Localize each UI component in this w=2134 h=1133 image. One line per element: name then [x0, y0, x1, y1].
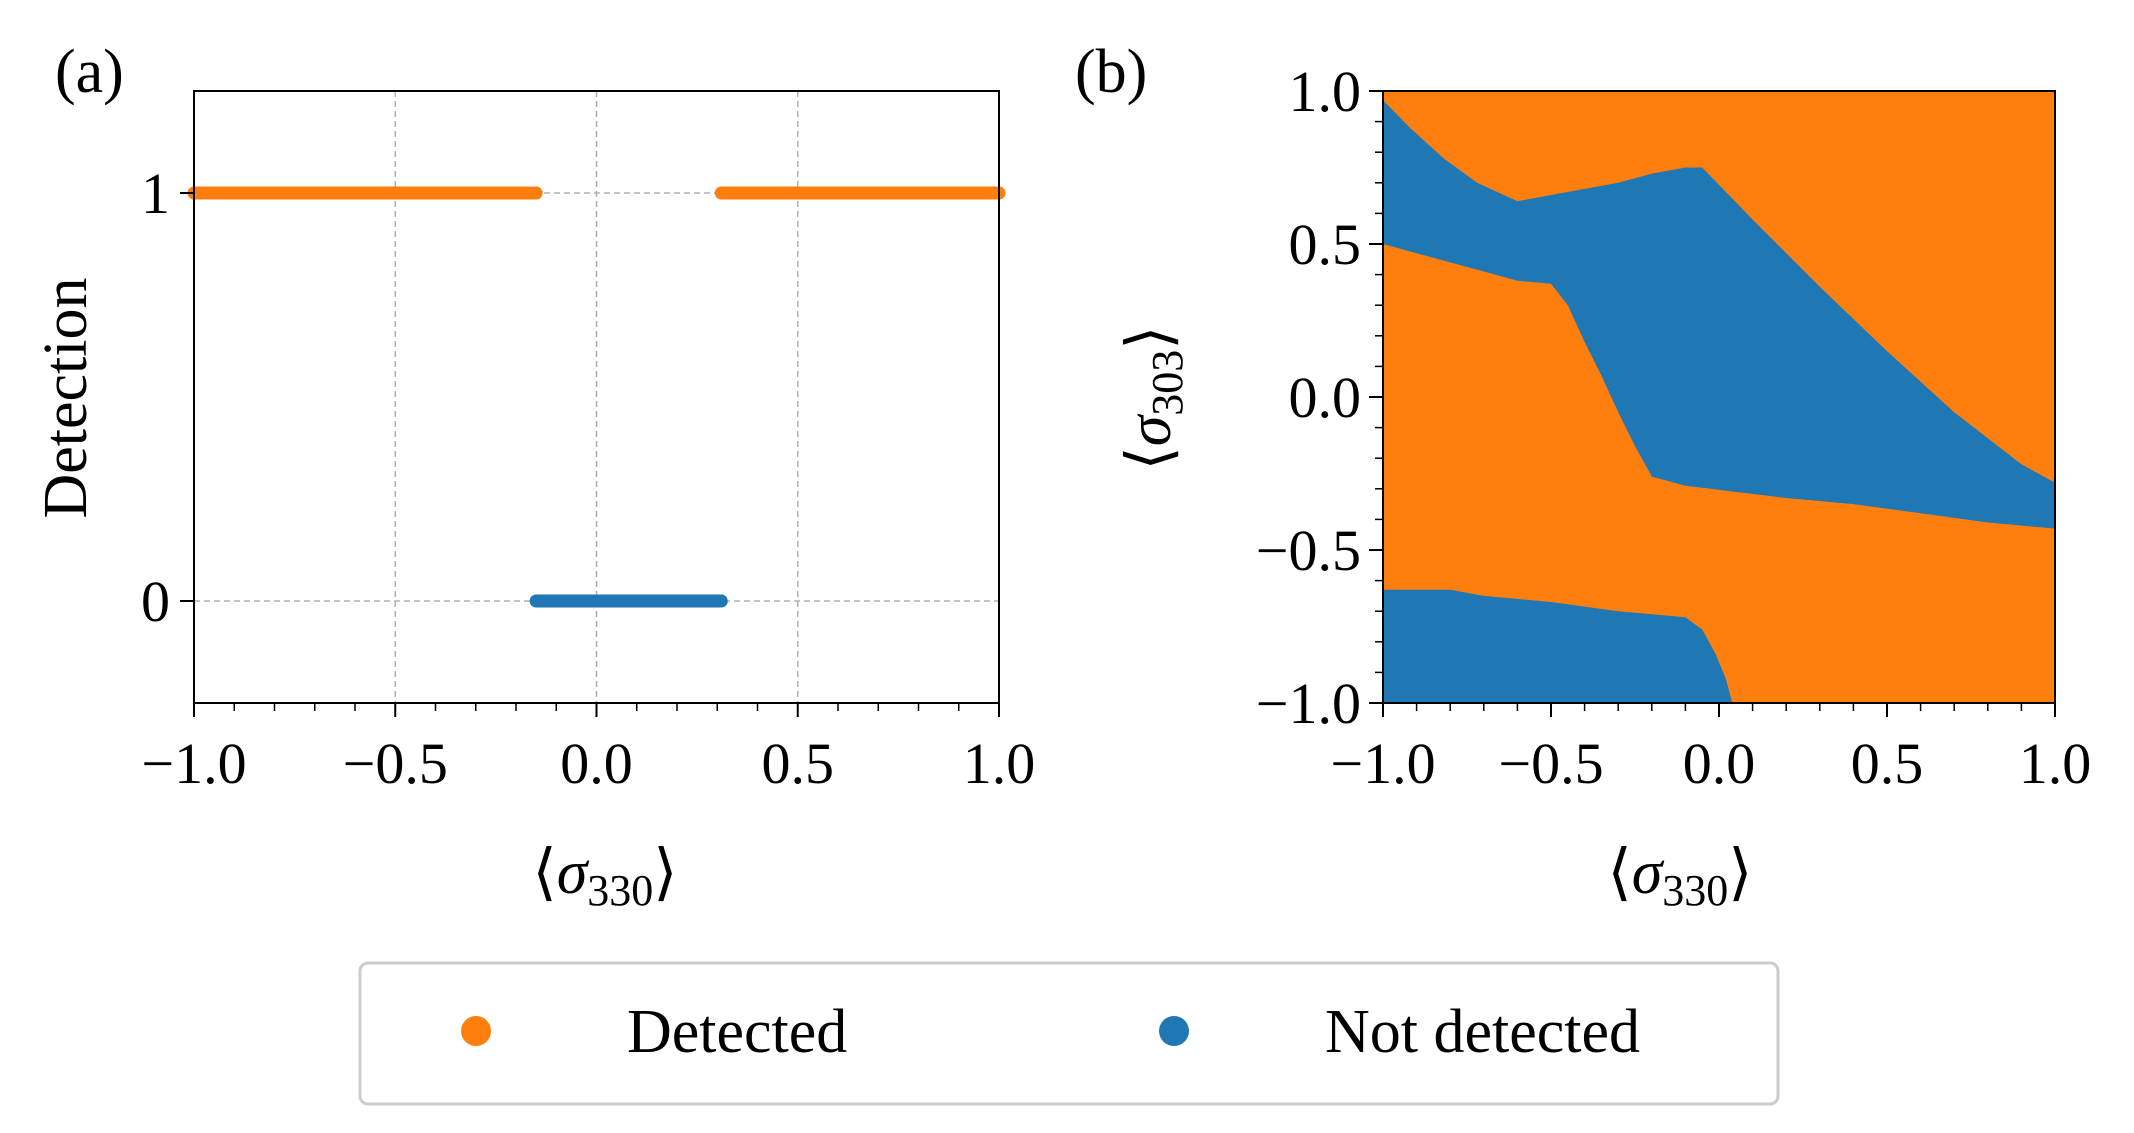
legend-marker-not-detected — [1159, 1016, 1189, 1046]
panel-b-y-tick-label-3: 0.5 — [1289, 212, 1362, 277]
panel-a-detection-plot: (a) −1.0 −0.5 0.0 0.5 1.0 0 1 ⟨σ330⟩ Detection — [32, 38, 1035, 915]
panel-a-x-tick-label-2: 0.0 — [560, 731, 633, 796]
panel-b-x-axis-label-subscript: 330 — [1662, 866, 1728, 915]
panel-b-y-axis-label-subscript: 303 — [1143, 350, 1192, 416]
panel-a-marks — [187, 186, 1006, 608]
panel-a-ticks: −1.0 −0.5 0.0 0.5 1.0 0 1 — [141, 161, 1035, 796]
panel-a-y-axis-label: Detection — [32, 277, 100, 518]
panel-b-regions — [1383, 100, 2055, 703]
panel-b-x-tick-label-0: −1.0 — [1330, 731, 1435, 796]
panel-a-label: (a) — [55, 38, 124, 106]
panel-a-y-tick-label-1: 1 — [141, 161, 170, 226]
panel-b-x-tick-label-2: 0.0 — [1683, 731, 1756, 796]
panel-b-y-tick-label-2: 0.0 — [1289, 365, 1362, 430]
panel-b-x-tick-label-3: 0.5 — [1851, 731, 1924, 796]
panel-a-grid — [193, 91, 1000, 703]
panel-b-y-tick-label-0: −1.0 — [1256, 671, 1361, 736]
panel-b-x-axis-label: ⟨σ330⟩ — [1608, 839, 1753, 915]
legend-box — [358, 961, 1780, 1106]
panel-a-x-tick-label-4: 1.0 — [963, 731, 1036, 796]
panel-b-region-not-detected-0 — [1383, 100, 2055, 529]
panel-a-x-axis-label-base: σ — [557, 839, 590, 907]
panel-b-x-axis-label-base: σ — [1632, 839, 1665, 907]
panel-b-y-tick-label-1: −0.5 — [1256, 518, 1361, 583]
legend-marker-detected — [461, 1016, 491, 1046]
panel-a-y-tick-label-0: 0 — [141, 569, 170, 634]
panel-b-y-axis-label: ⟨σ303⟩ — [1116, 326, 1192, 471]
panel-a-x-tick-label-0: −1.0 — [141, 731, 246, 796]
legend: Detected Not detected — [358, 961, 1780, 1106]
panel-a-x-tick-label-3: 0.5 — [762, 731, 835, 796]
panel-a-x-tick-label-1: −0.5 — [343, 731, 448, 796]
panel-a-x-axis-label: ⟨σ330⟩ — [533, 839, 678, 915]
panel-b-x-tick-label-1: −0.5 — [1498, 731, 1603, 796]
panel-b-y-axis-label-base: σ — [1116, 413, 1184, 446]
legend-label-detected: Detected — [627, 998, 847, 1066]
legend-label-not-detected: Not detected — [1325, 998, 1640, 1066]
panel-b-y-tick-label-4: 1.0 — [1289, 59, 1362, 124]
panel-b-x-tick-label-4: 1.0 — [2019, 731, 2092, 796]
panel-b-heatmap: (b) −1.0 −0.5 0.0 0.5 1.0 −1.0 −0.5 0.0 0.5 1.0 ⟨… — [1075, 38, 2091, 915]
panel-b-region-not-detected-1 — [1383, 589, 1733, 703]
panel-b-label: (b) — [1075, 38, 1147, 106]
panel-b-ticks: −1.0 −0.5 0.0 0.5 1.0 −1.0 −0.5 0.0 0.5 1.0 — [1256, 59, 2091, 796]
panel-a-x-axis-label-subscript: 330 — [587, 866, 653, 915]
